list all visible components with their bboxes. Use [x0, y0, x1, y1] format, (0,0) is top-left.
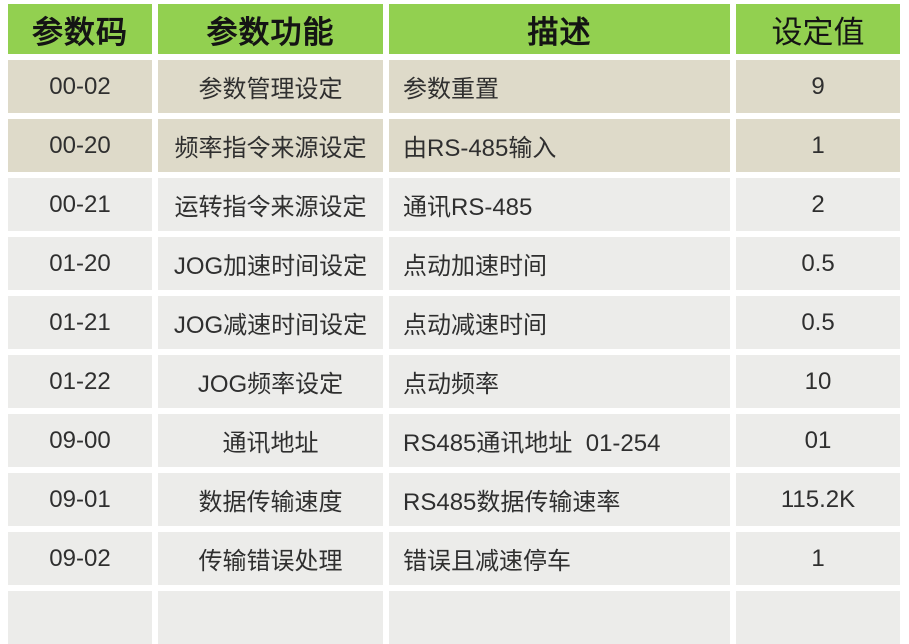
cell-function: 数据传输速度: [158, 473, 383, 526]
cell-value: 9: [736, 60, 900, 113]
cell-function: JOG加速时间设定: [158, 237, 383, 290]
cell-description: 错误且减速停车: [389, 532, 730, 585]
cell-value: [736, 591, 900, 644]
cell-description: 通讯RS-485: [389, 178, 730, 231]
cell-function: 参数管理设定: [158, 60, 383, 113]
cell-description: 点动加速时间: [389, 237, 730, 290]
cell-value: 1: [736, 119, 900, 172]
column-header-code: 参数码: [8, 4, 152, 54]
cell-function: 通讯地址: [158, 414, 383, 467]
cell-value: 01: [736, 414, 900, 467]
column-header-description: 描述: [389, 4, 730, 54]
cell-description: 点动减速时间: [389, 296, 730, 349]
cell-description: 参数重置: [389, 60, 730, 113]
cell-function: JOG频率设定: [158, 355, 383, 408]
cell-code: 00-21: [8, 178, 152, 231]
cell-value: 1: [736, 532, 900, 585]
cell-function: 运转指令来源设定: [158, 178, 383, 231]
cell-description: 点动频率: [389, 355, 730, 408]
cell-function: 传输错误处理: [158, 532, 383, 585]
cell-description: RS485通讯地址 01-254: [389, 414, 730, 467]
cell-function: [158, 591, 383, 644]
cell-value: 115.2K: [736, 473, 900, 526]
column-header-function: 参数功能: [158, 4, 383, 54]
cell-function: JOG减速时间设定: [158, 296, 383, 349]
cell-description: RS485数据传输速率: [389, 473, 730, 526]
cell-value: 0.5: [736, 237, 900, 290]
cell-code: 00-20: [8, 119, 152, 172]
parameter-table: 参数码 参数功能 描述 设定值 00-02 参数管理设定 参数重置 9 00-2…: [8, 4, 900, 644]
cell-code: 09-01: [8, 473, 152, 526]
cell-description: 由RS-485输入: [389, 119, 730, 172]
column-header-value: 设定值: [736, 4, 900, 54]
cell-code: 01-21: [8, 296, 152, 349]
cell-value: 10: [736, 355, 900, 408]
cell-function: 频率指令来源设定: [158, 119, 383, 172]
cell-code: 09-00: [8, 414, 152, 467]
cell-code: 09-02: [8, 532, 152, 585]
cell-code: [8, 591, 152, 644]
cell-code: 00-02: [8, 60, 152, 113]
cell-value: 0.5: [736, 296, 900, 349]
cell-code: 01-22: [8, 355, 152, 408]
cell-code: 01-20: [8, 237, 152, 290]
cell-value: 2: [736, 178, 900, 231]
cell-description: [389, 591, 730, 644]
